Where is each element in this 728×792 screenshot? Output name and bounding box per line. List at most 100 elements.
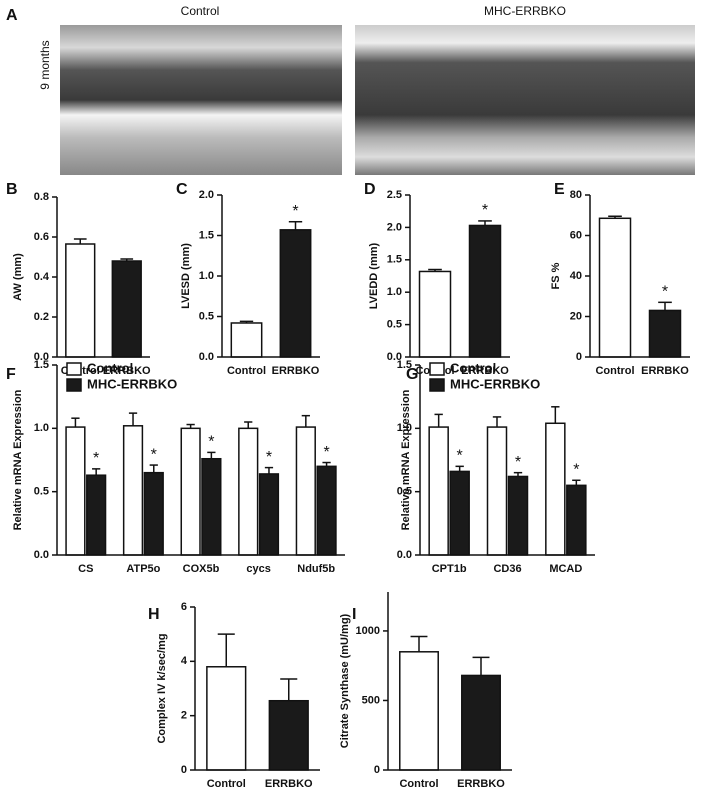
bar xyxy=(201,457,222,556)
y-axis-label: Relative mRNA Expression xyxy=(400,389,412,530)
significance-marker: * xyxy=(515,454,521,471)
x-tick-label: ATP5o xyxy=(126,563,160,575)
x-tick-label: Control xyxy=(227,365,266,377)
legend-swatch xyxy=(429,362,445,376)
bar xyxy=(316,465,337,556)
y-axis-label: LVESD (mm) xyxy=(180,243,192,309)
legend-swatch xyxy=(429,378,445,392)
x-tick-label: Control xyxy=(399,778,438,787)
x-tick-label: ERRBKO xyxy=(461,365,509,377)
x-tick-label: cycs xyxy=(246,563,270,575)
x-tick-label: CS xyxy=(78,563,93,575)
panel-letter: H xyxy=(148,606,160,623)
y-tick-label: 0.0 xyxy=(34,351,49,363)
bar xyxy=(507,475,529,556)
y-tick-label: 0.6 xyxy=(34,231,49,243)
bar xyxy=(143,471,164,556)
echo-image xyxy=(355,25,695,175)
echo-image xyxy=(60,25,342,175)
significance-marker: * xyxy=(457,448,463,465)
y-tick-label: 1.0 xyxy=(397,422,412,434)
echo-label: MHC-ERRBKO xyxy=(484,4,566,18)
y-tick-label: 0.0 xyxy=(397,549,412,561)
panel-letter: D xyxy=(364,181,376,198)
x-tick-label: ERRBKO xyxy=(103,365,151,377)
y-axis-label: FS % xyxy=(550,262,562,289)
legend-swatch xyxy=(66,378,82,392)
bar xyxy=(230,322,263,358)
x-tick-label: Control xyxy=(207,778,246,787)
bar xyxy=(268,699,309,771)
x-tick-label: ERRBKO xyxy=(641,365,689,377)
y-tick-label: 0.5 xyxy=(199,310,214,322)
y-tick-label: 500 xyxy=(362,694,380,706)
bar xyxy=(598,217,632,358)
y-tick-label: 2.0 xyxy=(387,221,402,233)
y-axis-label: AW (mm) xyxy=(12,253,24,301)
x-tick-label: Control xyxy=(595,365,634,377)
y-tick-label: 60 xyxy=(570,229,582,241)
y-axis-label: Citrate Synthase (mU/mg) xyxy=(339,613,351,748)
y-axis-label: Relative mRNA Expression xyxy=(12,389,24,530)
y-axis-label: Complex IV k/sec/mg xyxy=(156,633,168,743)
y-tick-label: 1.5 xyxy=(199,229,214,241)
panel-letter: E xyxy=(554,181,565,198)
bar xyxy=(545,422,566,556)
significance-marker: * xyxy=(662,284,668,301)
y-tick-label: 0 xyxy=(576,351,582,363)
y-tick-label: 1.0 xyxy=(387,286,402,298)
y-tick-label: 0.5 xyxy=(387,319,402,331)
bar xyxy=(566,484,587,556)
panel-letter: F xyxy=(6,366,16,383)
panel-letter: C xyxy=(176,181,188,198)
significance-marker: * xyxy=(151,446,157,463)
bar xyxy=(295,426,316,556)
bar xyxy=(206,666,247,771)
significance-marker: * xyxy=(93,450,99,467)
y-tick-label: 40 xyxy=(570,270,582,282)
y-tick-label: 1.5 xyxy=(34,359,49,371)
x-tick-label: ERRBKO xyxy=(272,365,320,377)
bar xyxy=(279,229,312,358)
x-tick-label: MCAD xyxy=(549,563,582,575)
y-tick-label: 0.4 xyxy=(34,271,50,283)
bar xyxy=(468,224,502,358)
x-tick-label: ERRBKO xyxy=(265,778,313,787)
bar xyxy=(428,426,449,556)
bar xyxy=(65,243,96,358)
bar xyxy=(648,309,682,358)
y-tick-label: 2.0 xyxy=(199,189,214,201)
bar xyxy=(86,474,107,556)
y-tick-label: 2.5 xyxy=(387,189,402,201)
y-tick-label: 6 xyxy=(181,601,187,613)
panel-letter: B xyxy=(6,181,18,198)
x-tick-label: COX5b xyxy=(183,563,220,575)
bar xyxy=(449,470,470,556)
significance-marker: * xyxy=(482,202,488,219)
y-tick-label: 2 xyxy=(181,710,187,722)
panel-letter: I xyxy=(352,606,356,623)
bar xyxy=(122,425,144,556)
echo-side-label: 9 months xyxy=(38,40,52,89)
y-tick-label: 0.0 xyxy=(199,351,214,363)
bar xyxy=(180,427,201,556)
bar xyxy=(238,427,259,556)
bar xyxy=(461,674,501,771)
legend-label: Control xyxy=(87,360,133,375)
panel-letter: G xyxy=(406,366,418,383)
x-tick-label: CD36 xyxy=(493,563,521,575)
bar xyxy=(65,426,86,556)
y-tick-label: 20 xyxy=(570,310,582,322)
y-tick-label: 0.5 xyxy=(397,486,412,498)
y-tick-label: 0 xyxy=(374,764,380,776)
significance-marker: * xyxy=(292,203,298,220)
y-tick-label: 1.0 xyxy=(199,270,214,282)
x-tick-label: Nduf5b xyxy=(297,563,335,575)
legend-label: Control xyxy=(450,360,496,375)
y-tick-label: 0.5 xyxy=(34,486,49,498)
y-tick-label: 1000 xyxy=(356,625,380,637)
y-tick-label: 1.0 xyxy=(34,422,49,434)
x-tick-label: CPT1b xyxy=(432,563,467,575)
bar xyxy=(399,651,439,771)
